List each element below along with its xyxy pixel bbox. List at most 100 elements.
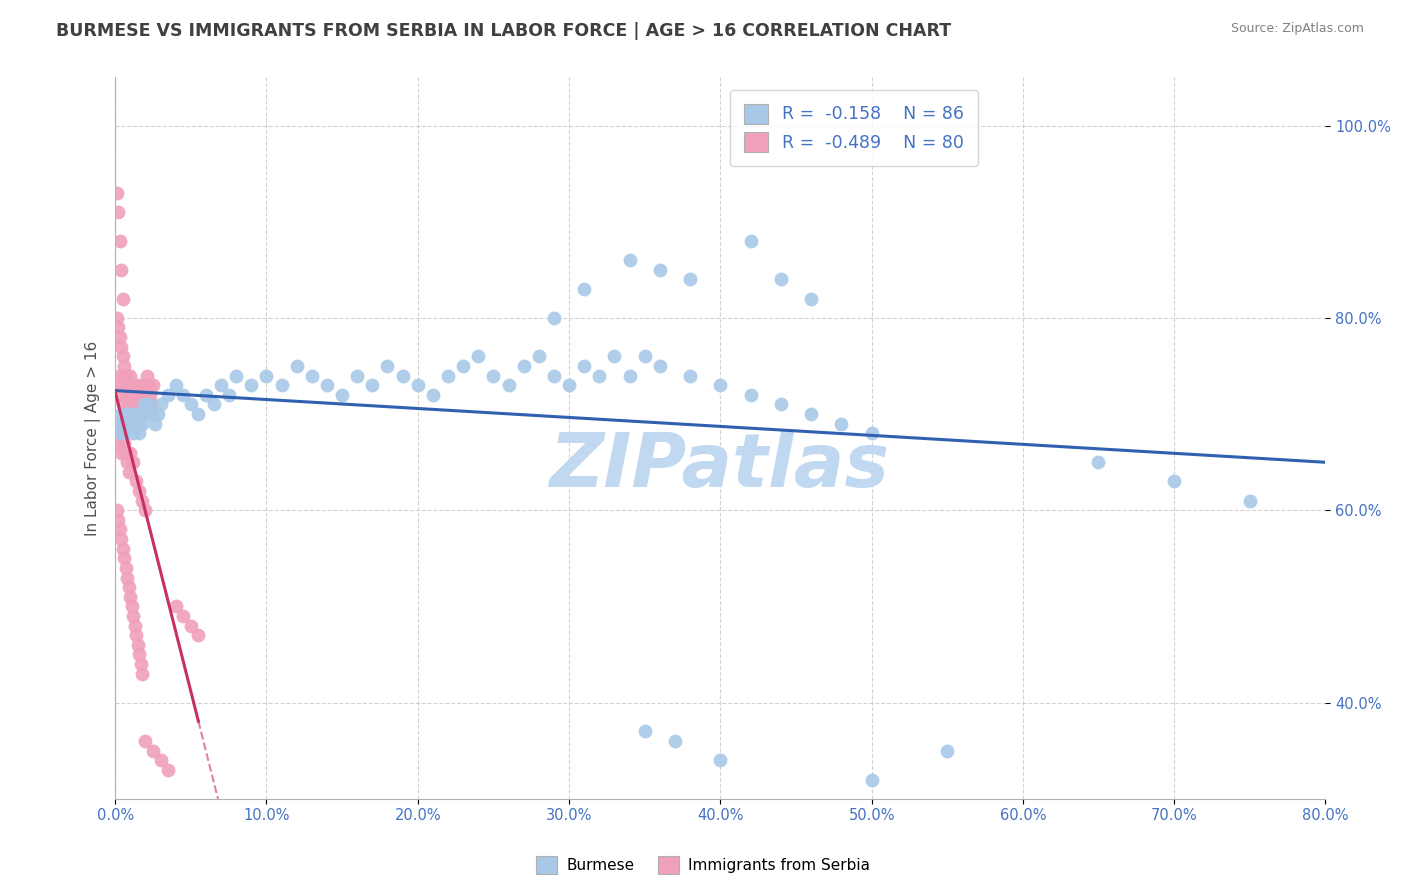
Point — [143, 417, 166, 431]
Point — [172, 388, 194, 402]
Point — [108, 330, 131, 344]
Point — [149, 753, 172, 767]
Point — [121, 599, 143, 614]
Point — [860, 426, 883, 441]
Point — [120, 445, 142, 459]
Point — [709, 753, 731, 767]
Point — [118, 397, 141, 411]
Point — [603, 349, 626, 363]
Y-axis label: In Labor Force | Age > 16: In Labor Force | Age > 16 — [86, 341, 101, 536]
Point — [131, 493, 153, 508]
Point — [112, 368, 135, 383]
Point — [107, 513, 129, 527]
Point — [114, 378, 136, 392]
Point — [648, 262, 671, 277]
Point — [107, 205, 129, 219]
Point — [157, 388, 180, 402]
Point — [572, 359, 595, 373]
Point — [107, 417, 129, 431]
Point — [187, 407, 209, 421]
Point — [111, 292, 134, 306]
Point — [1163, 475, 1185, 489]
Point — [451, 359, 474, 373]
Point — [114, 368, 136, 383]
Point — [740, 234, 762, 248]
Point — [118, 465, 141, 479]
Point — [108, 523, 131, 537]
Point — [512, 359, 534, 373]
Point — [108, 426, 131, 441]
Point — [117, 378, 139, 392]
Point — [112, 426, 135, 441]
Point — [406, 378, 429, 392]
Point — [111, 349, 134, 363]
Point — [709, 378, 731, 392]
Point — [180, 618, 202, 632]
Point — [619, 253, 641, 268]
Point — [120, 368, 142, 383]
Point — [679, 368, 702, 383]
Point — [128, 426, 150, 441]
Point — [105, 186, 128, 200]
Point — [146, 407, 169, 421]
Text: ZIPatlas: ZIPatlas — [550, 431, 890, 503]
Point — [139, 388, 162, 402]
Point — [830, 417, 852, 431]
Point — [141, 397, 163, 411]
Point — [800, 292, 823, 306]
Point — [129, 657, 152, 672]
Point — [134, 407, 156, 421]
Point — [218, 388, 240, 402]
Point — [391, 368, 413, 383]
Point — [127, 417, 149, 431]
Point — [346, 368, 368, 383]
Point — [180, 397, 202, 411]
Point — [111, 397, 134, 411]
Point — [107, 320, 129, 334]
Point — [172, 609, 194, 624]
Point — [138, 397, 160, 411]
Point — [149, 397, 172, 411]
Point — [127, 388, 149, 402]
Point — [134, 503, 156, 517]
Point — [588, 368, 610, 383]
Point — [131, 666, 153, 681]
Point — [110, 445, 132, 459]
Point — [110, 262, 132, 277]
Point — [131, 388, 153, 402]
Point — [127, 638, 149, 652]
Point — [202, 397, 225, 411]
Point — [437, 368, 460, 383]
Point — [1239, 493, 1261, 508]
Point — [128, 648, 150, 662]
Point — [769, 397, 792, 411]
Text: BURMESE VS IMMIGRANTS FROM SERBIA IN LABOR FORCE | AGE > 16 CORRELATION CHART: BURMESE VS IMMIGRANTS FROM SERBIA IN LAB… — [56, 22, 952, 40]
Point — [285, 359, 308, 373]
Point — [572, 282, 595, 296]
Point — [132, 397, 155, 411]
Point — [187, 628, 209, 642]
Point — [142, 378, 165, 392]
Text: Source: ZipAtlas.com: Source: ZipAtlas.com — [1230, 22, 1364, 36]
Point — [124, 397, 146, 411]
Point — [467, 349, 489, 363]
Point — [120, 417, 142, 431]
Point — [107, 368, 129, 383]
Point — [117, 455, 139, 469]
Point — [117, 417, 139, 431]
Point — [128, 483, 150, 498]
Point — [122, 388, 145, 402]
Point — [118, 388, 141, 402]
Point — [648, 359, 671, 373]
Point — [634, 724, 657, 739]
Point — [165, 378, 187, 392]
Point — [105, 503, 128, 517]
Point — [125, 475, 148, 489]
Point — [330, 388, 353, 402]
Point — [118, 580, 141, 594]
Point — [270, 378, 292, 392]
Legend: R =  -0.158    N = 86, R =  -0.489    N = 80: R = -0.158 N = 86, R = -0.489 N = 80 — [730, 90, 977, 166]
Point — [769, 272, 792, 286]
Point — [111, 541, 134, 556]
Point — [165, 599, 187, 614]
